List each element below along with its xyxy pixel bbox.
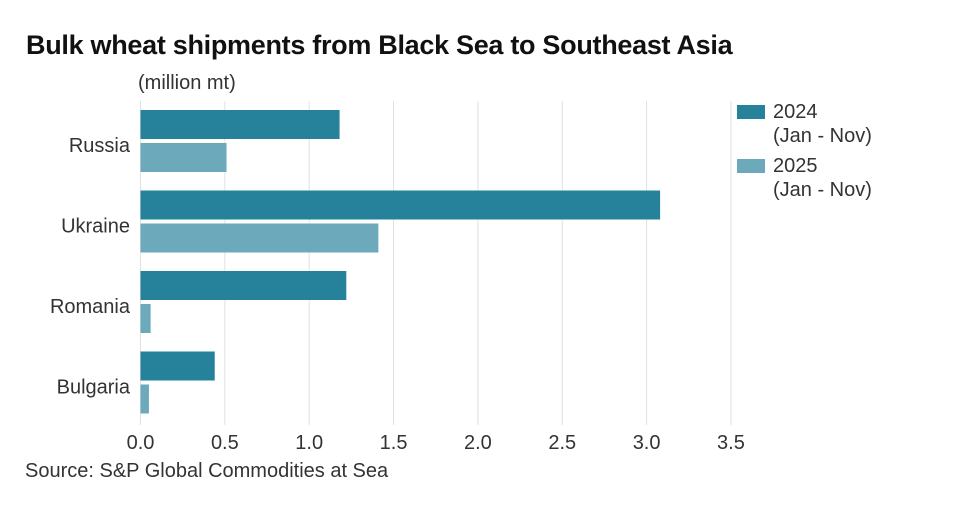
x-tick-label: 0.0 bbox=[127, 432, 155, 454]
legend-sublabel-2025: (Jan - Nov) bbox=[773, 179, 872, 201]
legend-item-2025: 2025 (Jan - Nov) bbox=[737, 154, 872, 202]
bar-russia-2025 bbox=[140, 143, 227, 172]
chart-title: Bulk wheat shipments from Black Sea to S… bbox=[26, 30, 733, 60]
legend-swatch-2024 bbox=[737, 105, 765, 119]
x-tick-label: 2.5 bbox=[548, 432, 576, 454]
legend-item-2024: 2024 (Jan - Nov) bbox=[737, 100, 872, 148]
bar-ukraine-2024 bbox=[140, 190, 661, 220]
x-tick-label: 0.5 bbox=[211, 432, 239, 454]
y-category-label: Romania bbox=[50, 296, 131, 318]
bar-romania-2025 bbox=[140, 304, 151, 333]
x-tick-label: 2.0 bbox=[464, 432, 492, 454]
bar-ukraine-2025 bbox=[140, 223, 379, 253]
y-category-label: Bulgaria bbox=[57, 377, 131, 399]
bar-russia-2024 bbox=[140, 110, 340, 139]
legend-label-2024: 2024 bbox=[773, 101, 818, 123]
x-tick-label: 3.0 bbox=[633, 432, 661, 454]
legend: 2024 (Jan - Nov) 2025 (Jan - Nov) bbox=[737, 100, 872, 208]
units-label: (million mt) bbox=[138, 72, 236, 94]
x-tick-label: 1.0 bbox=[295, 432, 323, 454]
y-category-label: Russia bbox=[69, 135, 131, 157]
legend-label-2025: 2025 bbox=[773, 155, 818, 177]
x-tick-label: 3.5 bbox=[717, 432, 745, 454]
bar-romania-2024 bbox=[140, 271, 347, 300]
source-note: Source: S&P Global Commodities at Sea bbox=[25, 460, 389, 482]
bar-bulgaria-2025 bbox=[140, 384, 149, 414]
y-category-label: Ukraine bbox=[61, 216, 130, 238]
legend-swatch-2025 bbox=[737, 159, 765, 173]
x-tick-label: 1.5 bbox=[380, 432, 408, 454]
legend-sublabel-2024: (Jan - Nov) bbox=[773, 125, 872, 147]
bar-bulgaria-2024 bbox=[140, 351, 215, 381]
